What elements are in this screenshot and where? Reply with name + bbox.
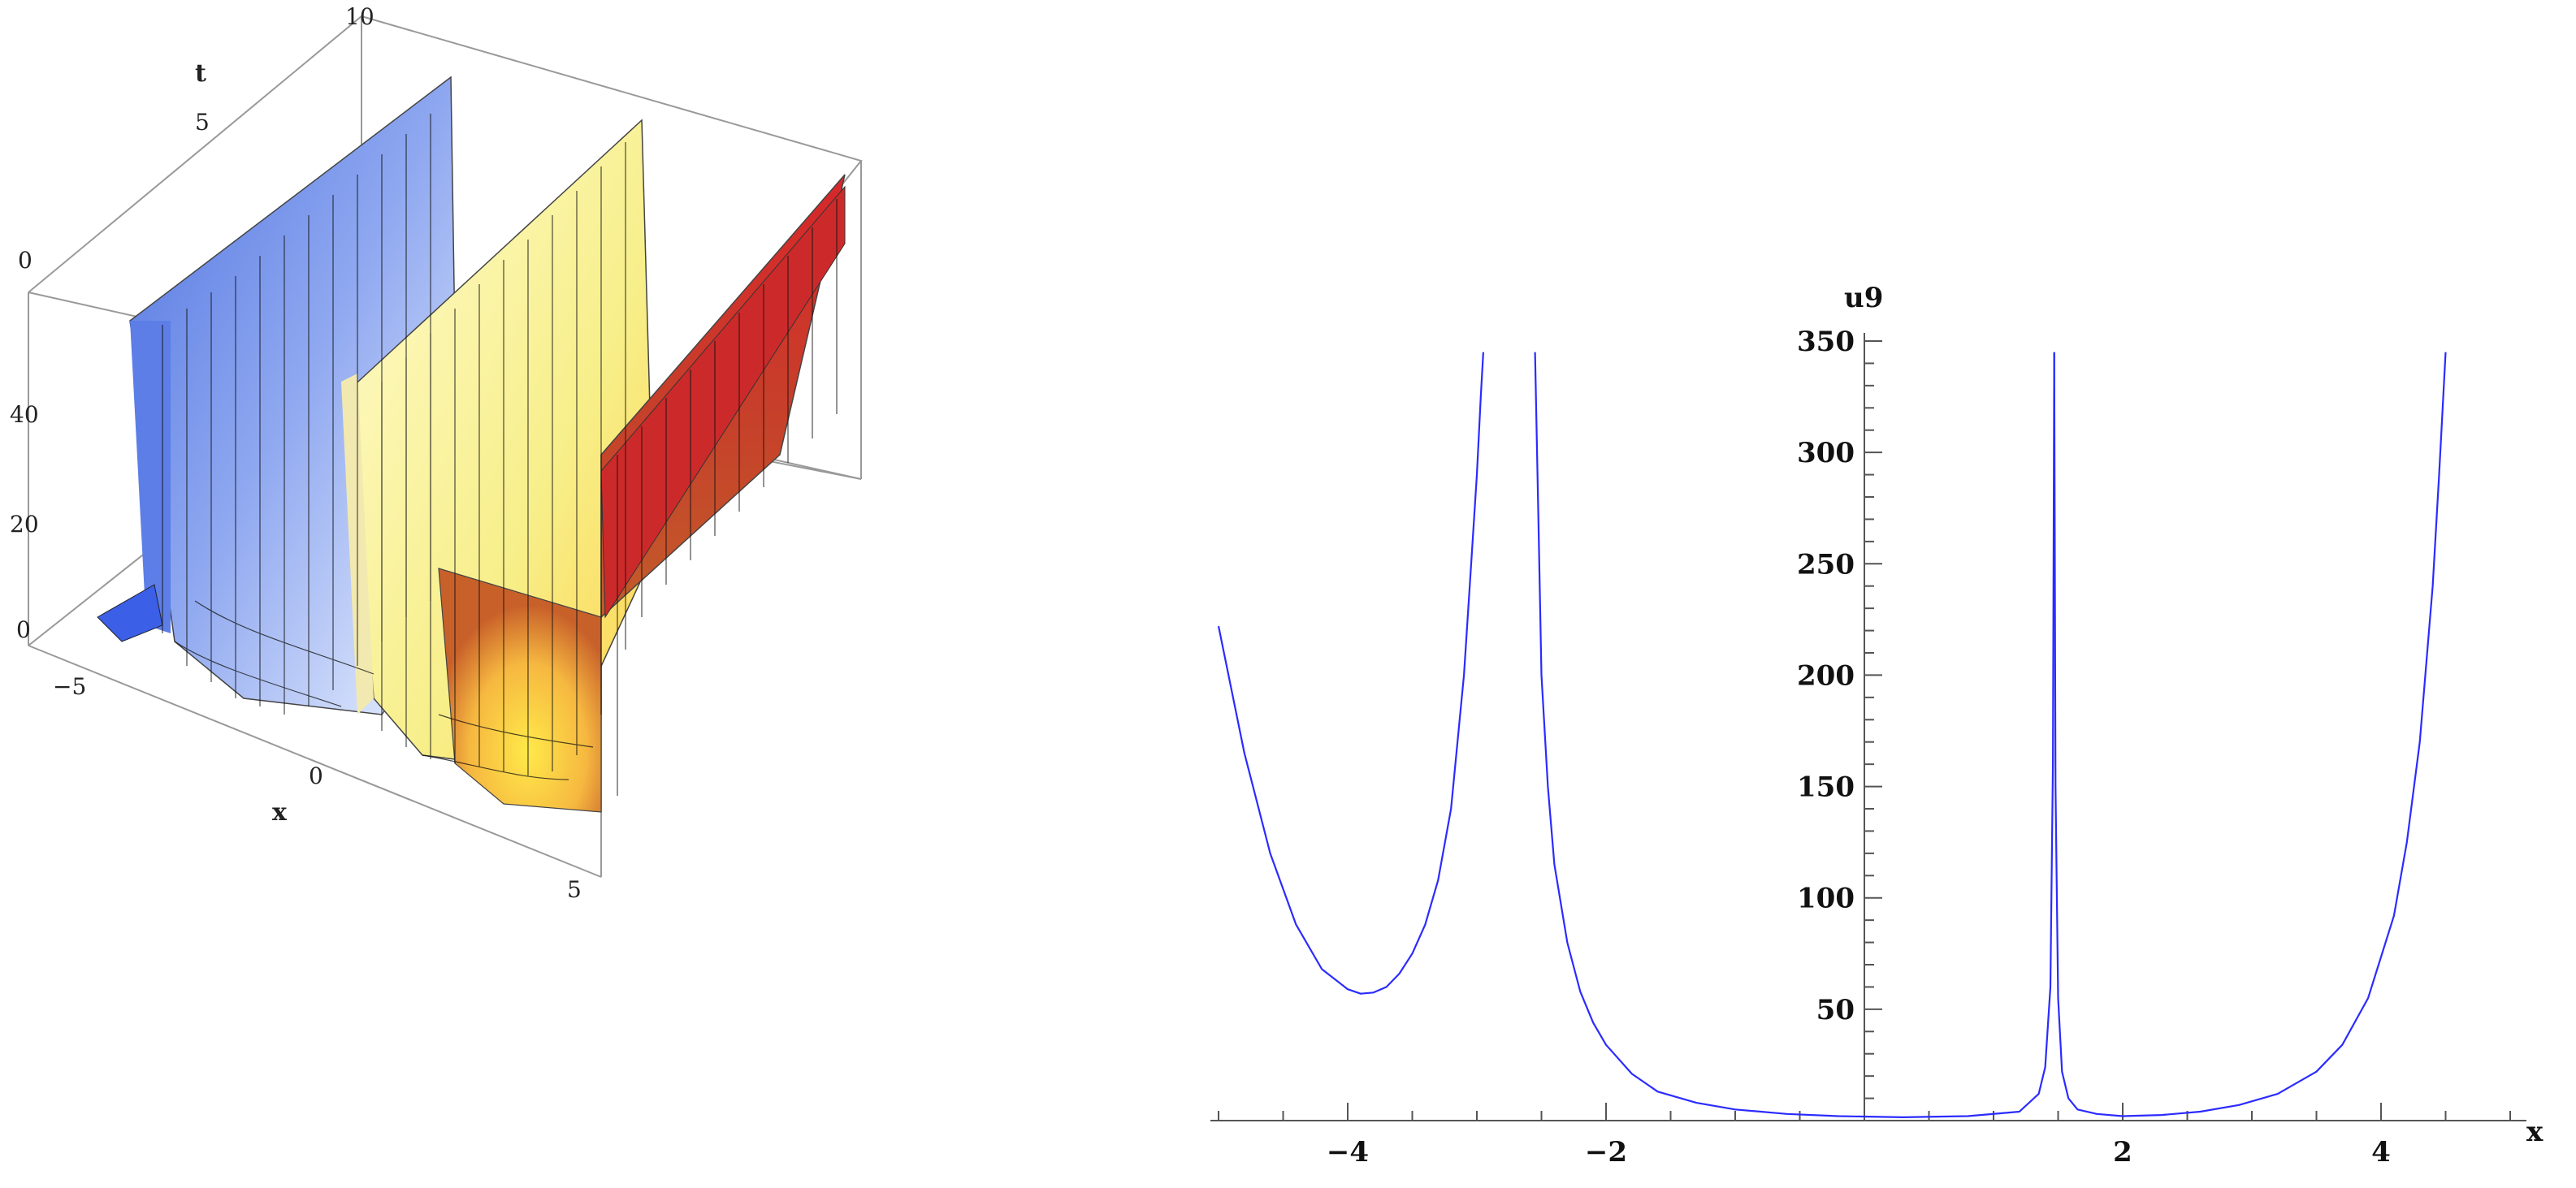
x-axis-label-3d: x (272, 798, 288, 827)
x-tick-label: −4 (1327, 1136, 1369, 1169)
z-tick-40: 40 (10, 401, 39, 428)
y-tick-label: 300 (1797, 437, 1855, 469)
y-tick-label: 150 (1797, 771, 1855, 804)
surface-mesh (162, 114, 838, 796)
x-tick-label: −2 (1585, 1136, 1627, 1169)
x-tick-label: 4 (2371, 1136, 2391, 1169)
curve-segment-0 (1217, 352, 1484, 995)
x-tick-label: 2 (2113, 1136, 2132, 1169)
t-tick-10: 10 (345, 3, 374, 30)
x-tick-5: 5 (567, 876, 582, 903)
ticks: −4 −2 2 4 50 100 150 200 250 300 350 (1218, 326, 2511, 1169)
y-tick-label: 250 (1797, 548, 1855, 581)
y-tick-label: 50 (1816, 994, 1855, 1026)
line-plot-u9: −4 −2 2 4 50 100 150 200 250 300 350 u9 x (1210, 282, 2544, 1169)
axis-3d-labels: 0 20 40 0 5 10 t −5 0 5 x (10, 3, 582, 903)
y-tick-label: 200 (1797, 659, 1855, 692)
surface-plot-3d: 0 20 40 0 5 10 t −5 0 5 x (10, 3, 863, 903)
axes (1210, 333, 2526, 1121)
curve-segment-1 (1534, 352, 2055, 1118)
y-tick-label: 100 (1797, 883, 1855, 915)
y-axis-label: u9 (1844, 282, 1883, 314)
t-tick-0: 0 (18, 247, 32, 274)
curve-segment-2 (2053, 352, 2447, 1117)
t-tick-5: 5 (195, 109, 210, 136)
t-axis-label: t (195, 59, 206, 88)
curve-u9 (1217, 352, 2447, 1118)
x-axis-label: x (2526, 1116, 2544, 1148)
x-tick-neg5: −5 (53, 673, 86, 700)
y-tick-label: 350 (1797, 326, 1855, 358)
z-tick-0: 0 (16, 616, 31, 643)
x-tick-0: 0 (309, 762, 323, 789)
z-tick-20: 20 (10, 511, 39, 538)
